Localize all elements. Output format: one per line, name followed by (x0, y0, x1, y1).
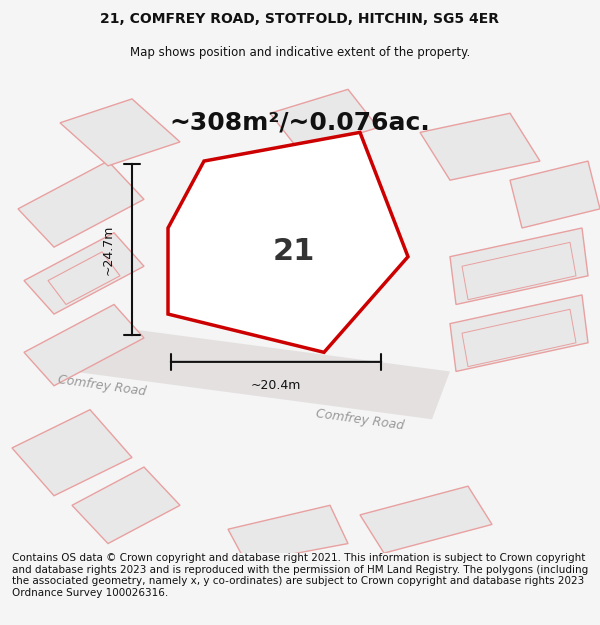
Text: ~20.4m: ~20.4m (251, 379, 301, 392)
Text: Contains OS data © Crown copyright and database right 2021. This information is : Contains OS data © Crown copyright and d… (12, 553, 588, 598)
Text: 21: 21 (273, 238, 315, 266)
Polygon shape (18, 161, 144, 247)
Polygon shape (48, 252, 120, 304)
Text: Comfrey Road: Comfrey Road (315, 407, 405, 432)
Polygon shape (420, 113, 540, 180)
Polygon shape (12, 410, 132, 496)
Polygon shape (60, 99, 180, 166)
Text: Comfrey Road: Comfrey Road (57, 373, 147, 398)
Polygon shape (24, 232, 144, 314)
Polygon shape (228, 505, 348, 562)
Polygon shape (450, 228, 588, 304)
Polygon shape (72, 324, 450, 419)
Polygon shape (360, 486, 492, 553)
Polygon shape (72, 467, 180, 544)
Polygon shape (462, 242, 576, 300)
Polygon shape (24, 304, 144, 386)
Text: ~24.7m: ~24.7m (101, 224, 115, 275)
Text: 21, COMFREY ROAD, STOTFOLD, HITCHIN, SG5 4ER: 21, COMFREY ROAD, STOTFOLD, HITCHIN, SG5… (101, 12, 499, 26)
Polygon shape (270, 89, 378, 151)
Polygon shape (510, 161, 600, 228)
Polygon shape (450, 295, 588, 371)
Text: ~308m²/~0.076ac.: ~308m²/~0.076ac. (170, 111, 430, 135)
Polygon shape (168, 132, 408, 352)
Polygon shape (462, 309, 576, 367)
Text: Map shows position and indicative extent of the property.: Map shows position and indicative extent… (130, 46, 470, 59)
